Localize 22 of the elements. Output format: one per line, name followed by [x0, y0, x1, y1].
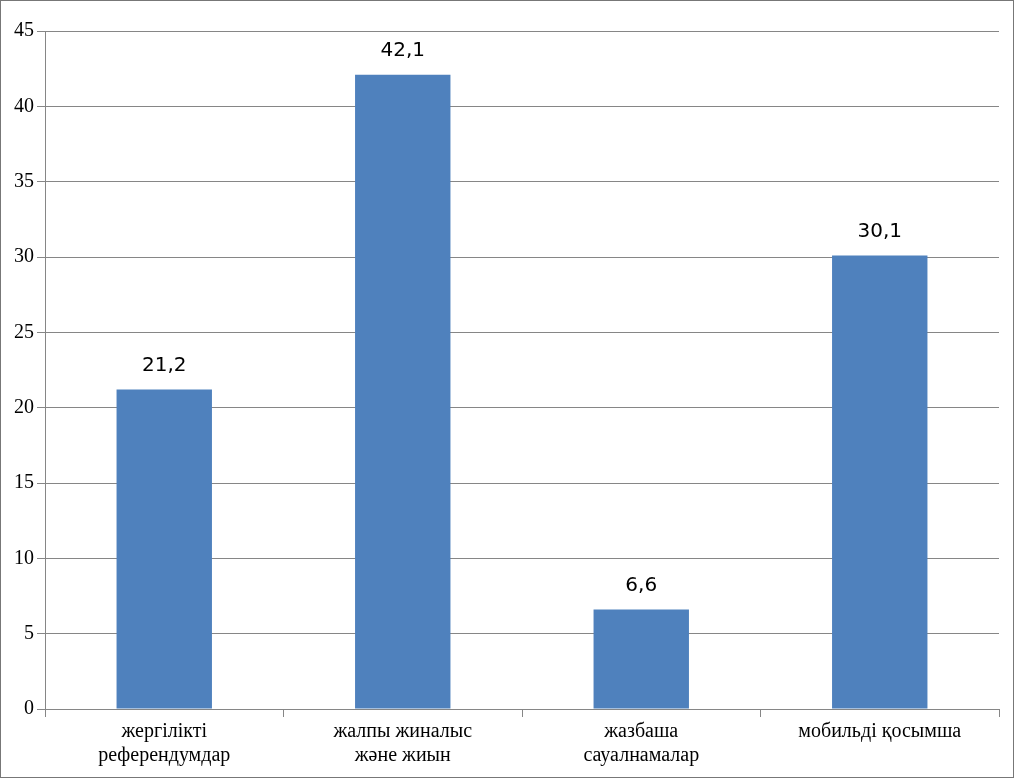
y-tick-label: 40	[14, 93, 34, 116]
x-tick-label: мобильді қосымша	[798, 719, 962, 743]
data-label: 6,6	[625, 571, 658, 596]
bar	[355, 74, 451, 709]
data-label: 30,1	[857, 217, 903, 242]
y-tick-label: 30	[14, 244, 34, 267]
y-tick-label: 20	[14, 394, 34, 417]
y-tick-label: 15	[14, 470, 34, 493]
x-tick-label: жазбаша сауалнамалар	[583, 719, 700, 767]
y-tick-label: 45	[14, 18, 34, 41]
data-label: 21,2	[141, 351, 187, 376]
bar	[593, 609, 689, 709]
data-label: 42,1	[380, 36, 426, 61]
x-tick-label: жалпы жиналыс және жиын	[332, 719, 473, 766]
bar	[116, 389, 212, 709]
y-tick-label: 25	[14, 319, 34, 342]
y-tick-label: 5	[24, 620, 34, 643]
bar	[832, 255, 928, 709]
y-tick-label: 10	[14, 545, 34, 568]
y-tick-label: 35	[14, 168, 34, 191]
x-tick-label: жергілікті референдумдар	[98, 719, 231, 767]
y-tick-label: 0	[24, 696, 34, 719]
